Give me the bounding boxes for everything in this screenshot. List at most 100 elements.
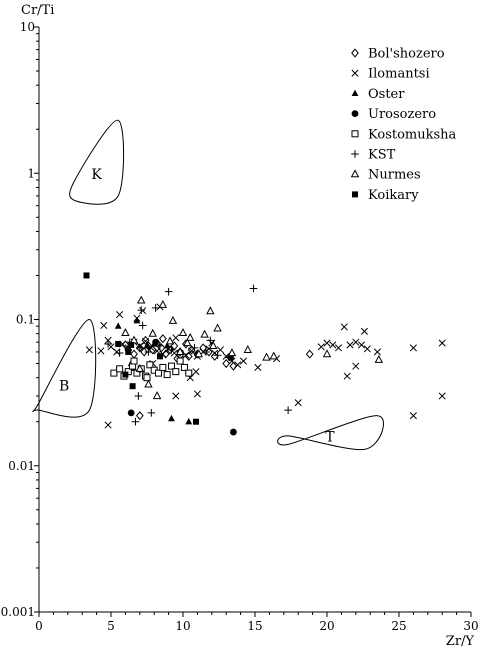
legend-marker-oster bbox=[351, 89, 359, 96]
point-ilomantsi bbox=[329, 341, 337, 349]
point-ilomantsi bbox=[358, 341, 366, 349]
point-nurmes bbox=[206, 306, 215, 315]
y-tick-label: 10 bbox=[20, 20, 35, 34]
point-kst bbox=[249, 284, 258, 293]
point-oster bbox=[114, 322, 122, 329]
point-kostomuksha bbox=[163, 371, 171, 379]
point-kst bbox=[213, 351, 222, 360]
point-kostomuksha bbox=[180, 363, 188, 371]
point-ilomantsi bbox=[373, 348, 381, 356]
point-nurmes bbox=[175, 347, 185, 356]
point-nurmes bbox=[227, 348, 237, 357]
point-ilomantsi bbox=[323, 339, 331, 347]
point-ilomantsi bbox=[188, 347, 196, 355]
point-kst bbox=[115, 349, 124, 357]
point-kst bbox=[202, 348, 210, 356]
point-kostomuksha bbox=[130, 357, 138, 365]
x-tick-label: 0 bbox=[35, 619, 43, 633]
legend-marker-bol-shozero bbox=[351, 48, 359, 58]
field-T-outline bbox=[277, 415, 384, 451]
point-ilomantsi bbox=[239, 357, 248, 365]
point-ilomantsi bbox=[113, 348, 121, 356]
legend-label-bol-shozero: Bol'shozero bbox=[368, 47, 445, 62]
point-nurmes bbox=[200, 329, 209, 338]
point-nurmes bbox=[165, 336, 175, 345]
point-oster bbox=[143, 342, 151, 349]
point-kostomuksha bbox=[185, 369, 193, 377]
legend-label-urosozero: Urosozero bbox=[368, 107, 436, 122]
point-nurmes bbox=[269, 351, 278, 360]
field-B-label: B bbox=[59, 379, 69, 395]
point-nurmes bbox=[213, 323, 222, 332]
point-bol-shozero bbox=[199, 343, 208, 353]
point-kostomuksha bbox=[167, 362, 175, 370]
point-kst bbox=[138, 321, 147, 330]
legend-marker-kst bbox=[351, 150, 359, 158]
point-nurmes bbox=[178, 328, 188, 336]
point-ilomantsi bbox=[294, 399, 302, 407]
y-tick-label: 0.001 bbox=[1, 605, 35, 619]
point-kst bbox=[144, 348, 153, 356]
point-kostomuksha bbox=[116, 365, 124, 373]
point-kst bbox=[206, 336, 215, 345]
point-ilomantsi bbox=[139, 307, 147, 315]
point-ilomantsi bbox=[352, 338, 360, 346]
point-kst bbox=[164, 287, 173, 296]
point-nurmes bbox=[137, 295, 146, 304]
legend-label-nurmes: Nurmes bbox=[368, 168, 421, 183]
point-kst bbox=[137, 306, 146, 314]
point-nurmes bbox=[135, 363, 145, 372]
x-tick-label: 30 bbox=[463, 619, 478, 633]
point-bol-shozero bbox=[305, 349, 314, 359]
point-kst bbox=[167, 346, 176, 354]
point-ilomantsi bbox=[334, 344, 343, 352]
point-koikary bbox=[83, 272, 90, 279]
point-nurmes bbox=[374, 354, 384, 363]
point-ilomantsi bbox=[85, 346, 93, 354]
field-B-outline bbox=[32, 319, 97, 418]
point-ilomantsi bbox=[104, 421, 112, 429]
point-nurmes bbox=[262, 352, 271, 361]
legend-marker-koikary bbox=[352, 191, 358, 198]
point-urosozero bbox=[230, 428, 237, 436]
x-tick-label: 10 bbox=[175, 619, 190, 633]
point-kostomuksha bbox=[110, 369, 118, 377]
point-ilomantsi bbox=[352, 362, 360, 370]
point-kostomuksha bbox=[176, 357, 184, 365]
axes: 0.001 0.01 0.1 1 10 0 5 10 15 20 25 30 bbox=[1, 20, 479, 633]
point-koikary bbox=[156, 353, 163, 360]
x-axis-title: Zr/Y bbox=[446, 634, 475, 649]
point-bol-shozero bbox=[222, 358, 231, 369]
legend-label-kostomuksha: Kostomuksha bbox=[368, 127, 457, 142]
point-ilomantsi bbox=[170, 349, 178, 357]
point-kst bbox=[284, 406, 292, 414]
point-koikary bbox=[128, 341, 135, 348]
point-urosozero bbox=[127, 409, 135, 417]
point-nurmes bbox=[194, 349, 204, 358]
x-tick-label: 25 bbox=[391, 619, 406, 633]
legend-label-oster: Oster bbox=[368, 87, 405, 102]
point-bol-shozero bbox=[130, 349, 138, 359]
legend: Bol'shozero Ilomantsi Oster Urosozero Kostom… bbox=[350, 47, 457, 203]
point-ilomantsi bbox=[153, 347, 161, 355]
point-ilomantsi bbox=[107, 343, 115, 351]
legend-label-ilomantsi: Ilomantsi bbox=[368, 67, 430, 82]
point-bol-shozero bbox=[140, 347, 148, 357]
point-ilomantsi bbox=[216, 346, 224, 354]
point-koikary bbox=[122, 371, 129, 378]
point-kst bbox=[147, 409, 156, 417]
point-nurmes bbox=[121, 328, 130, 336]
point-ilomantsi bbox=[363, 345, 371, 353]
x-tick-label: 20 bbox=[319, 619, 334, 633]
point-ilomantsi bbox=[438, 392, 446, 400]
point-bol-shozero bbox=[158, 334, 167, 344]
legend-marker-kostomuksha bbox=[351, 130, 359, 138]
legend-marker-ilomantsi bbox=[351, 69, 359, 77]
point-ilomantsi bbox=[254, 363, 262, 372]
point-nurmes bbox=[144, 379, 153, 388]
y-tick-label: 0.1 bbox=[16, 313, 35, 327]
point-ilomantsi bbox=[172, 392, 180, 400]
point-ilomantsi bbox=[340, 323, 348, 331]
point-ilomantsi bbox=[343, 372, 351, 380]
